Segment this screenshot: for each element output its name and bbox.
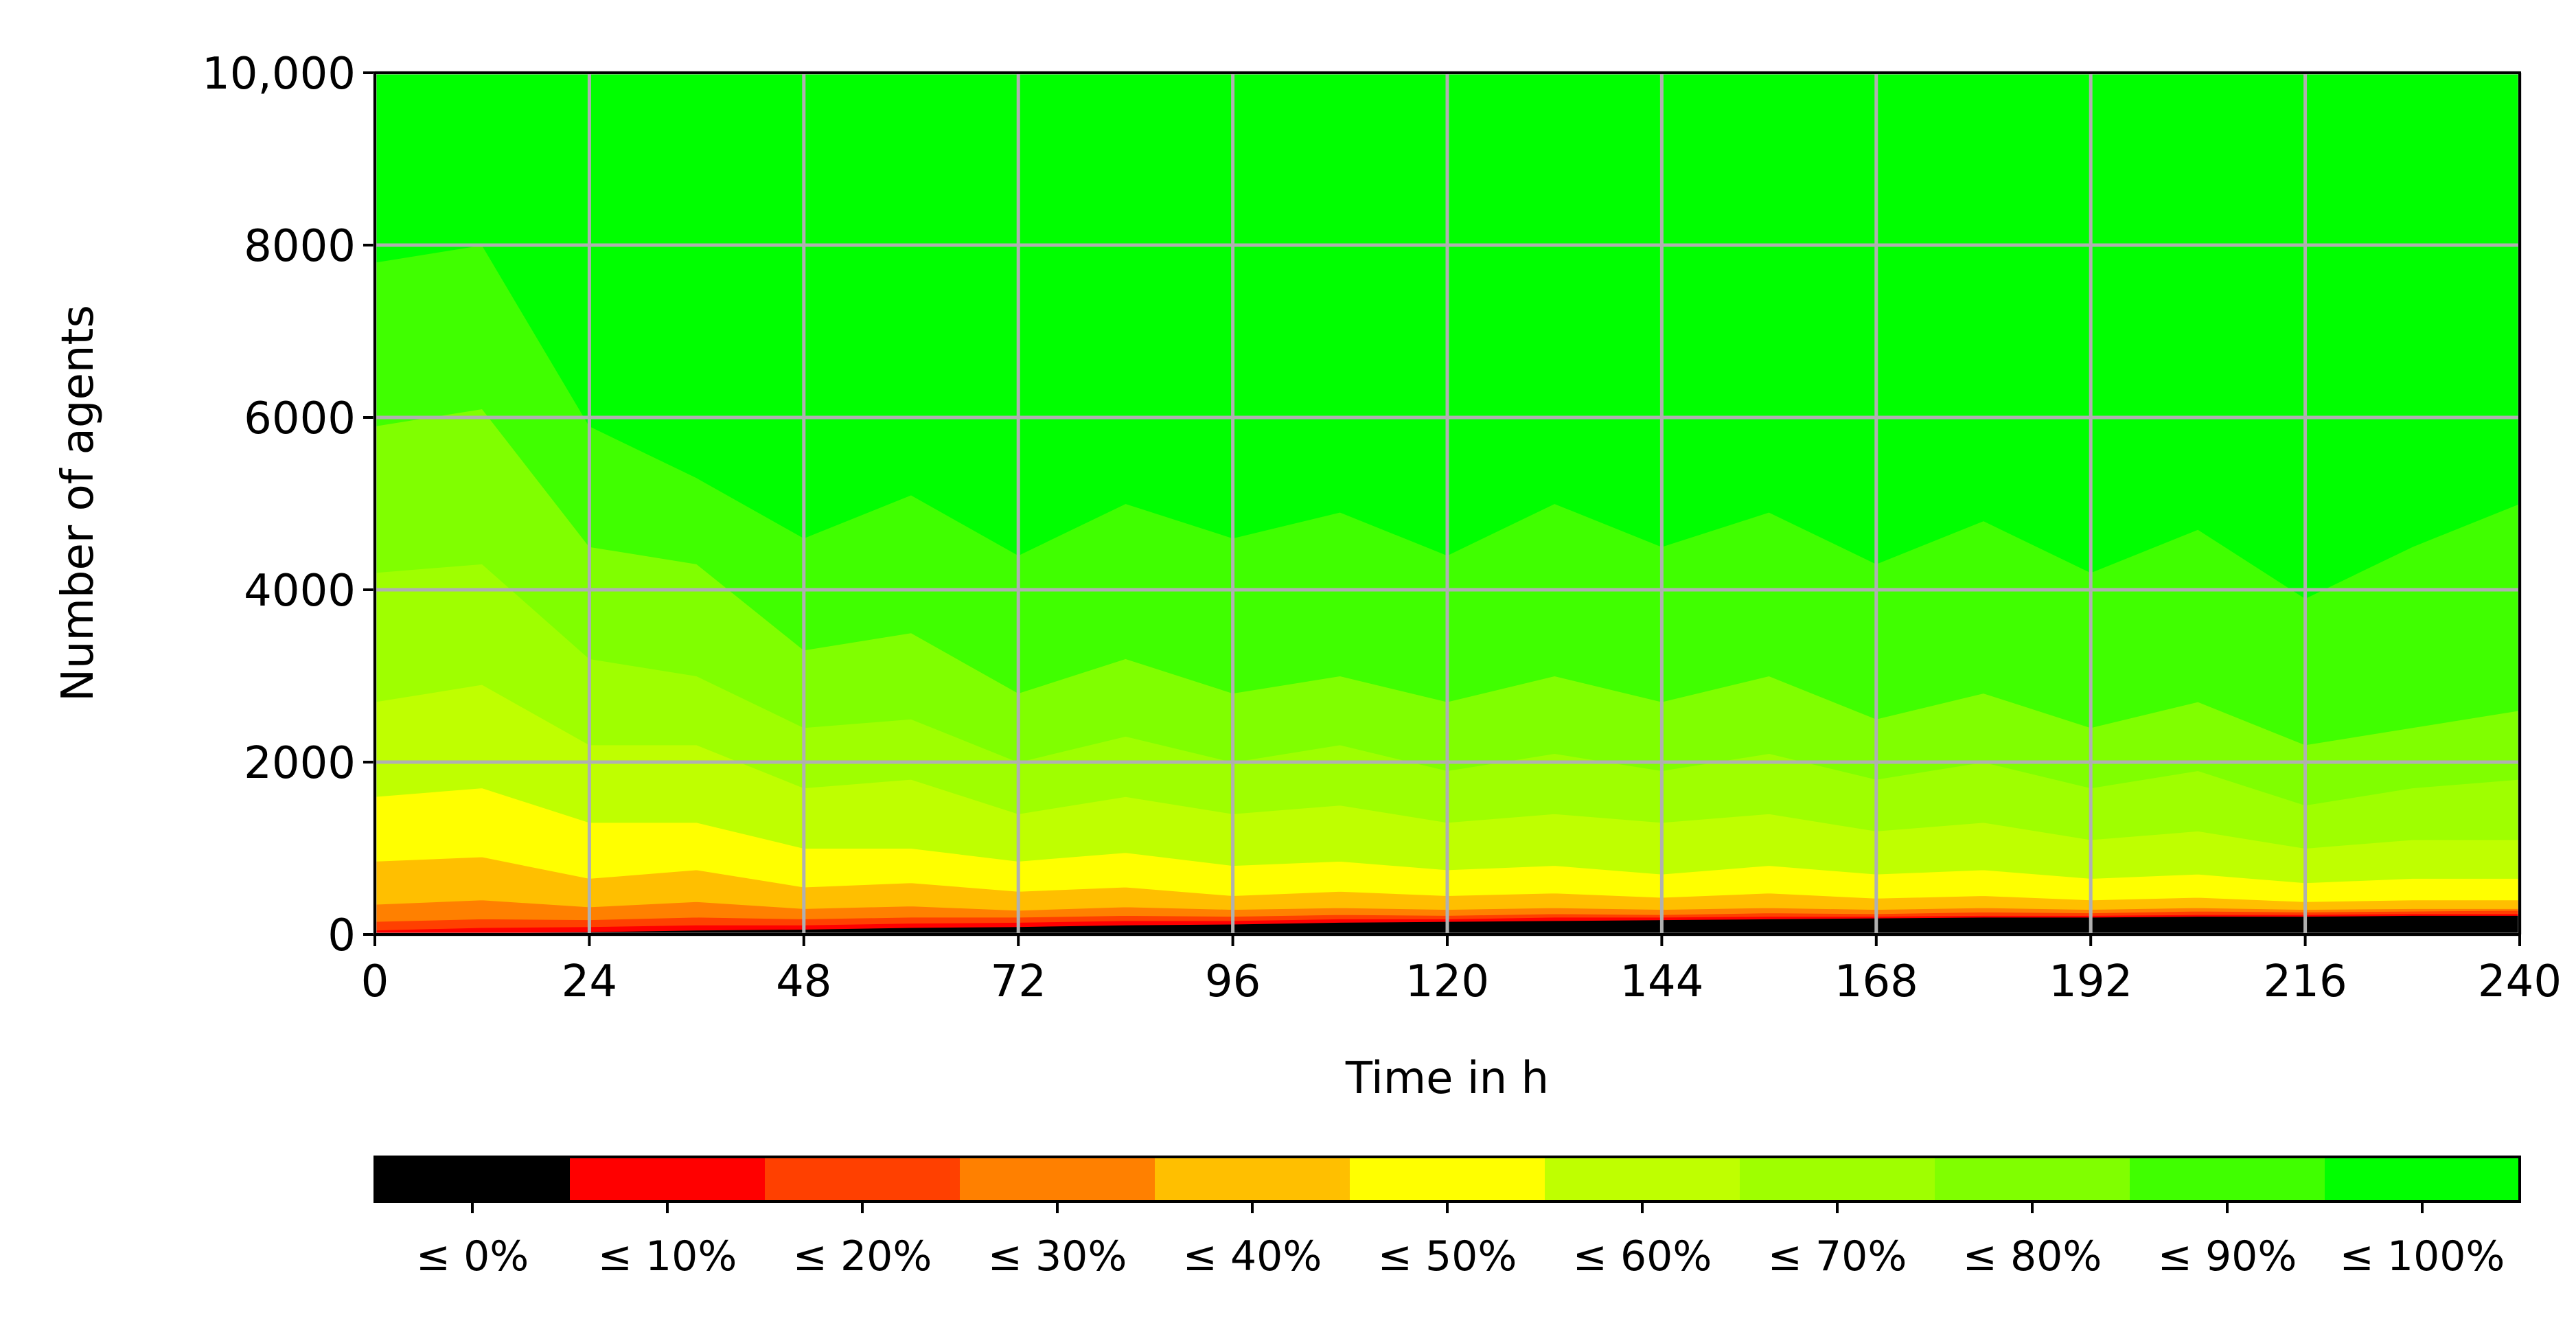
legend-swatch bbox=[765, 1157, 961, 1202]
x-tick-label: 120 bbox=[1405, 956, 1489, 1007]
legend-label: ≤ 100% bbox=[2340, 1232, 2505, 1280]
legend-swatch bbox=[1740, 1157, 1935, 1202]
x-tick-label: 0 bbox=[361, 956, 389, 1007]
legend-label: ≤ 70% bbox=[1768, 1232, 1907, 1280]
legend-label: ≤ 10% bbox=[598, 1232, 737, 1280]
legend-label: ≤ 80% bbox=[1963, 1232, 2102, 1280]
legend-swatch bbox=[1545, 1157, 1740, 1202]
legend-swatch bbox=[960, 1157, 1155, 1202]
legend-swatch bbox=[1935, 1157, 2130, 1202]
x-tick-label: 240 bbox=[2478, 956, 2562, 1007]
legend-label: ≤ 20% bbox=[793, 1232, 932, 1280]
x-tick-label: 72 bbox=[990, 956, 1046, 1007]
y-tick-label: 0 bbox=[327, 910, 356, 961]
legend-swatch bbox=[375, 1157, 571, 1202]
y-tick-label: 10,000 bbox=[202, 49, 356, 100]
legend-swatch bbox=[570, 1157, 766, 1202]
x-tick-label: 168 bbox=[1835, 956, 1918, 1007]
x-tick-label: 192 bbox=[2049, 956, 2132, 1007]
y-axis-label: Number of agents bbox=[53, 305, 104, 702]
legend-label: ≤ 30% bbox=[988, 1232, 1127, 1280]
legend-swatch bbox=[2325, 1157, 2520, 1202]
legend-label: ≤ 40% bbox=[1183, 1232, 1322, 1280]
x-tick-label: 216 bbox=[2264, 956, 2347, 1007]
x-tick-label: 144 bbox=[1620, 956, 1703, 1007]
legend-label: ≤ 50% bbox=[1378, 1232, 1517, 1280]
legend-swatch bbox=[2130, 1157, 2325, 1202]
legend-frame bbox=[373, 1156, 2521, 1203]
y-tick-label: 8000 bbox=[244, 221, 356, 272]
y-tick-label: 2000 bbox=[244, 738, 356, 789]
plot-frame bbox=[373, 71, 2521, 936]
y-tick-label: 4000 bbox=[244, 566, 356, 617]
x-axis-label: Time in h bbox=[1345, 1053, 1549, 1104]
y-tick-label: 6000 bbox=[244, 393, 356, 444]
x-tick-label: 48 bbox=[776, 956, 831, 1007]
x-tick-label: 96 bbox=[1205, 956, 1261, 1007]
legend-label: ≤ 0% bbox=[416, 1232, 529, 1280]
legend-label: ≤ 60% bbox=[1573, 1232, 1712, 1280]
legend-label: ≤ 90% bbox=[2158, 1232, 2297, 1280]
x-tick-label: 24 bbox=[562, 956, 617, 1007]
legend-swatch bbox=[1350, 1157, 1545, 1202]
legend-swatch bbox=[1155, 1157, 1350, 1202]
